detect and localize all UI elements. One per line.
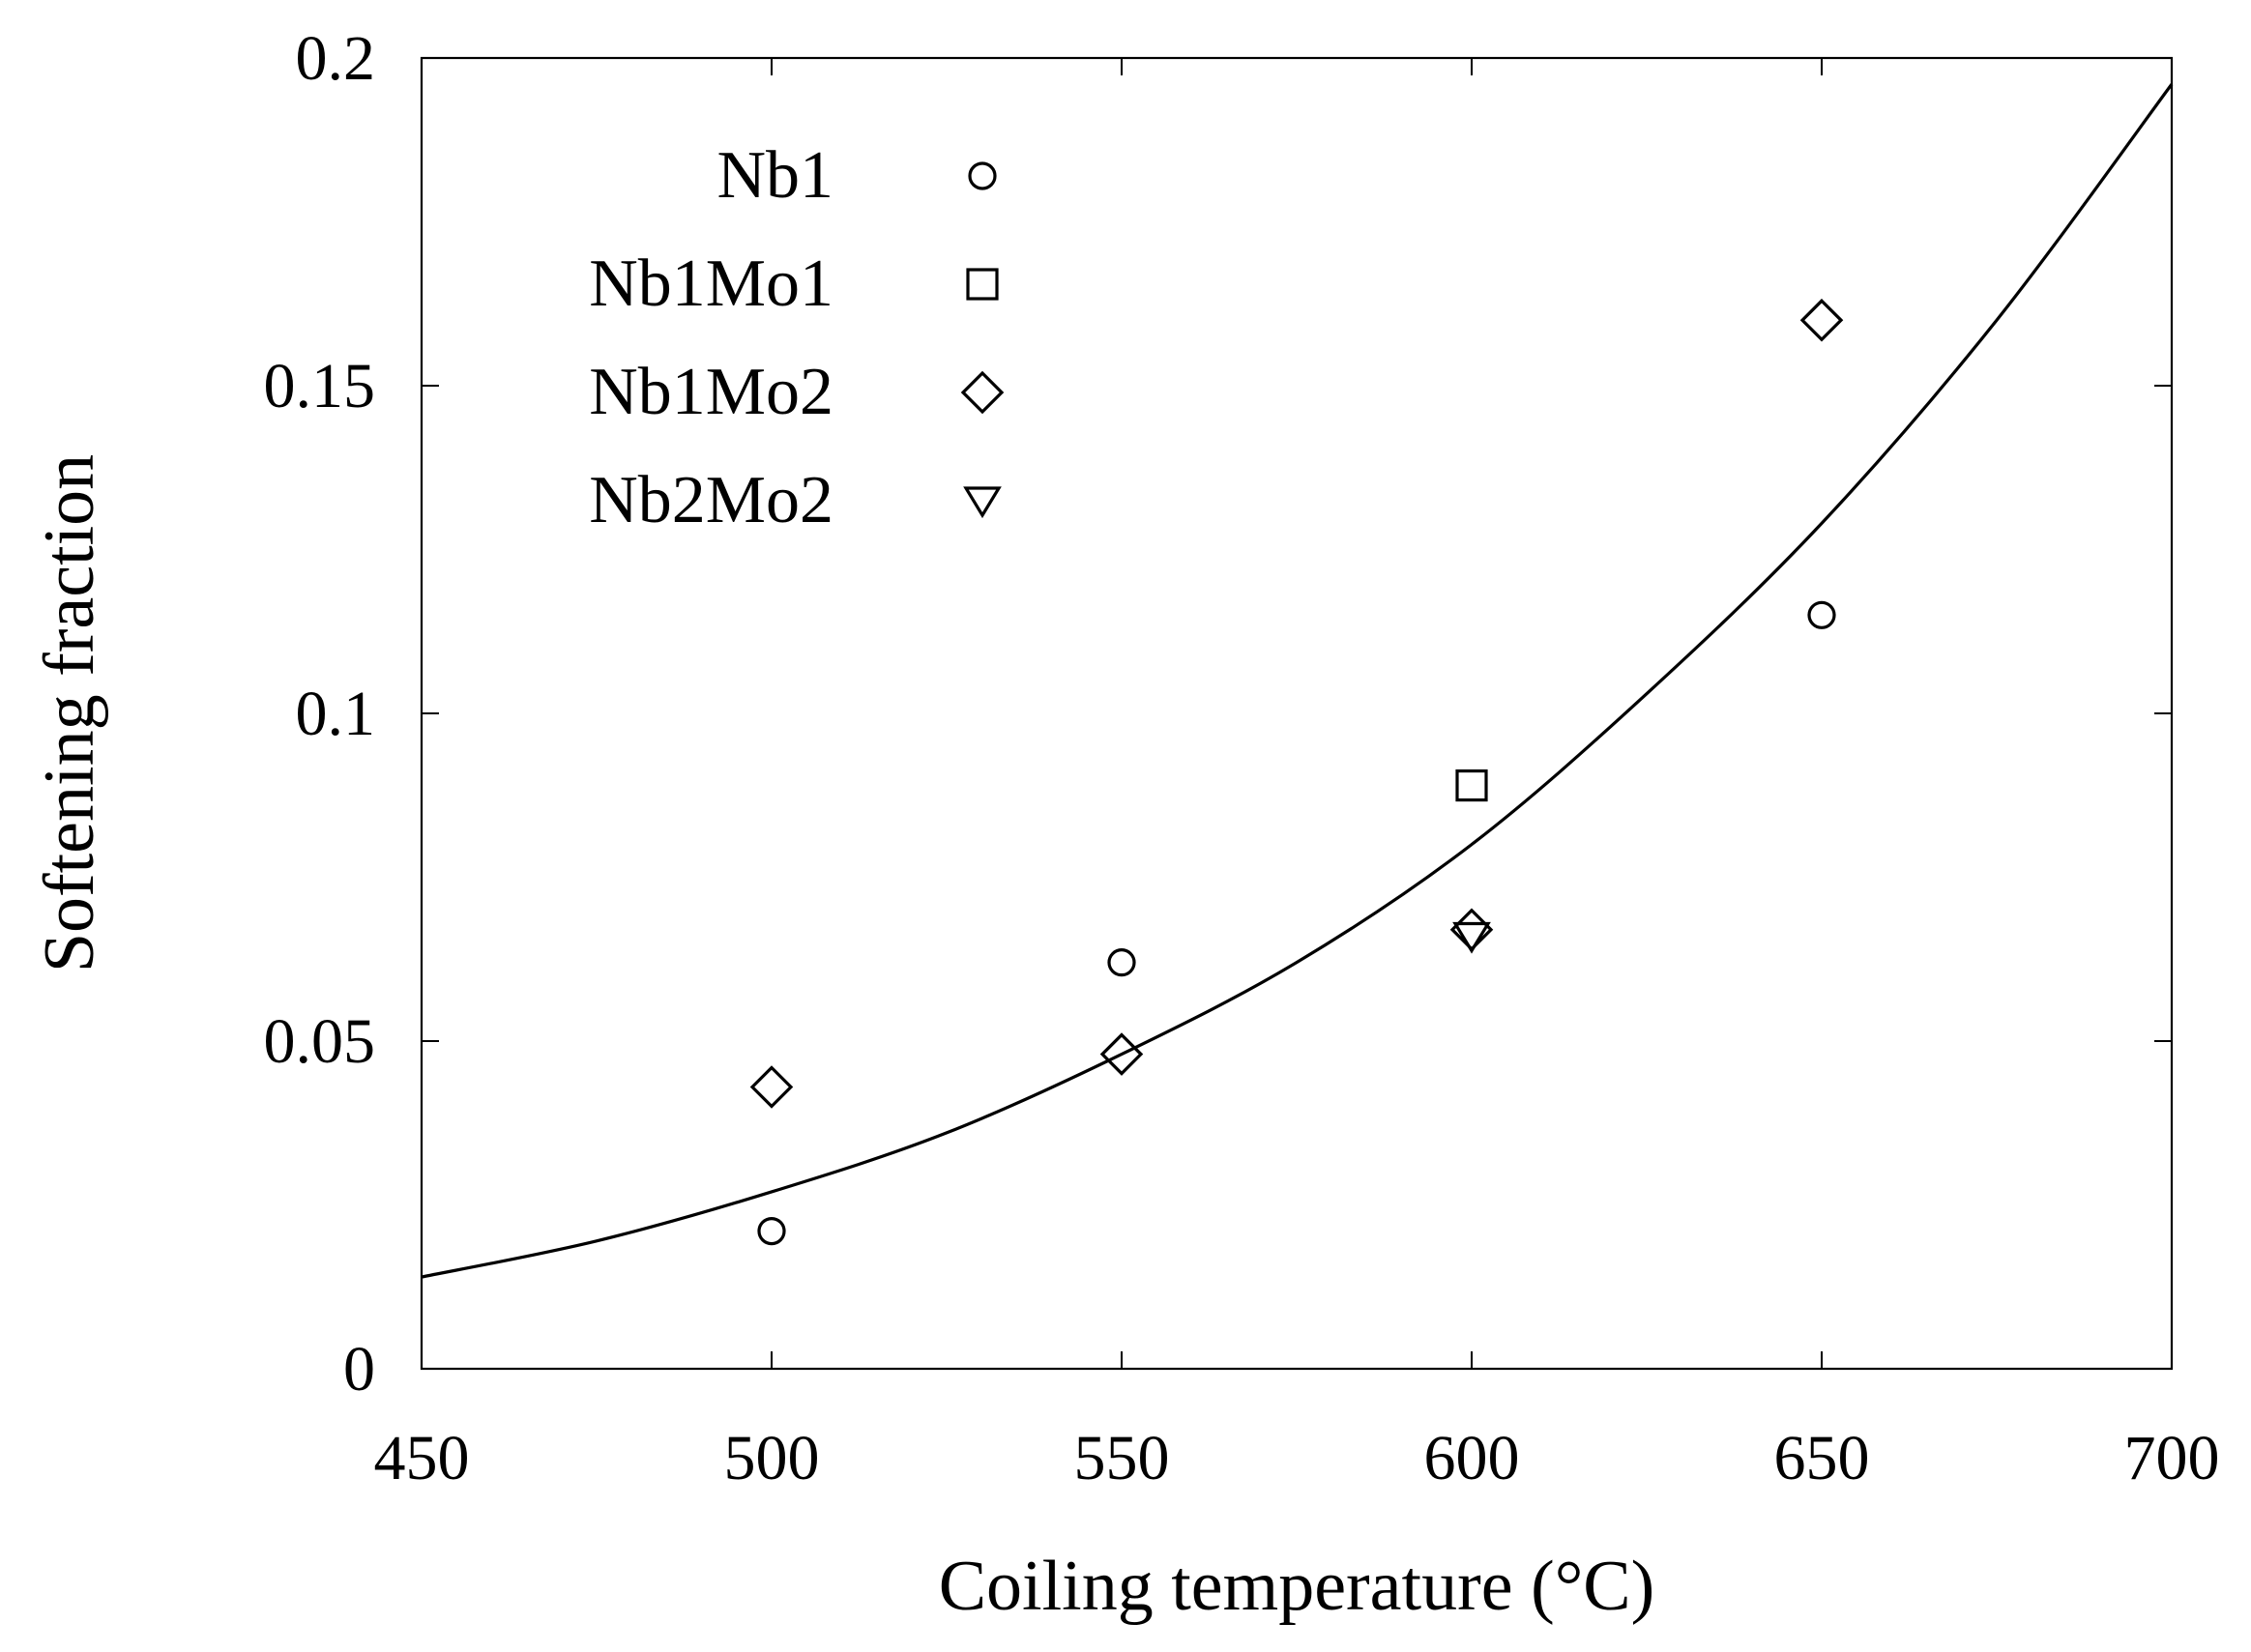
x-tick-label: 650 bbox=[1774, 1423, 1870, 1493]
x-tick-label: 450 bbox=[374, 1423, 470, 1493]
series-nb2mo2 bbox=[1452, 921, 1491, 954]
data-point-nb1 bbox=[1807, 600, 1836, 629]
legend-label: Nb1Mo2 bbox=[589, 355, 833, 429]
y-tick-label: 0.15 bbox=[264, 351, 376, 421]
y-tick-label: 0.05 bbox=[264, 1006, 376, 1077]
y-tick-label: 0 bbox=[343, 1334, 375, 1405]
axis-ticks bbox=[421, 57, 2173, 1370]
x-axis-title: Coiling temperature (°C) bbox=[939, 1547, 1655, 1626]
legend-marker-nb2mo2 bbox=[963, 486, 1002, 519]
legend-marker-nb1mo2 bbox=[960, 370, 1005, 415]
fit-curve bbox=[421, 83, 2174, 1279]
series-nb1 bbox=[757, 600, 1836, 1246]
data-points bbox=[749, 298, 1844, 1246]
series-nb1mo2 bbox=[749, 298, 1844, 1109]
data-point-nb1mo1 bbox=[1455, 768, 1488, 802]
data-point-nb1mo2 bbox=[1799, 298, 1844, 342]
legend-marker-nb1mo1 bbox=[966, 268, 999, 301]
data-point-nb1 bbox=[757, 1217, 786, 1246]
legend-marker-nb1 bbox=[968, 161, 997, 190]
data-point-nb1mo2 bbox=[1099, 1032, 1144, 1076]
legend-label: Nb1 bbox=[716, 138, 833, 213]
x-tick-label: 550 bbox=[1074, 1423, 1170, 1493]
data-point-nb1mo2 bbox=[749, 1065, 794, 1109]
series-nb1mo1 bbox=[1455, 768, 1488, 802]
data-point-nb2mo2 bbox=[1452, 921, 1491, 954]
y-tick-label: 0.1 bbox=[296, 679, 376, 749]
data-point-nb1 bbox=[1107, 948, 1136, 977]
x-tick-label: 600 bbox=[1424, 1423, 1520, 1493]
y-tick-label: 0.2 bbox=[296, 23, 376, 94]
tick-labels: 450 500 550 600 650 700 0 0.05 0.1 0.15 0.2 bbox=[264, 23, 2220, 1493]
x-tick-label: 700 bbox=[2124, 1423, 2220, 1493]
y-axis-title: Softening fraction bbox=[30, 454, 109, 972]
legend: Nb1 Nb1Mo1 Nb1Mo2 Nb2Mo2 bbox=[589, 138, 1005, 537]
x-tick-label: 500 bbox=[724, 1423, 820, 1493]
legend-label: Nb2Mo2 bbox=[589, 463, 833, 537]
legend-label: Nb1Mo1 bbox=[589, 246, 833, 321]
